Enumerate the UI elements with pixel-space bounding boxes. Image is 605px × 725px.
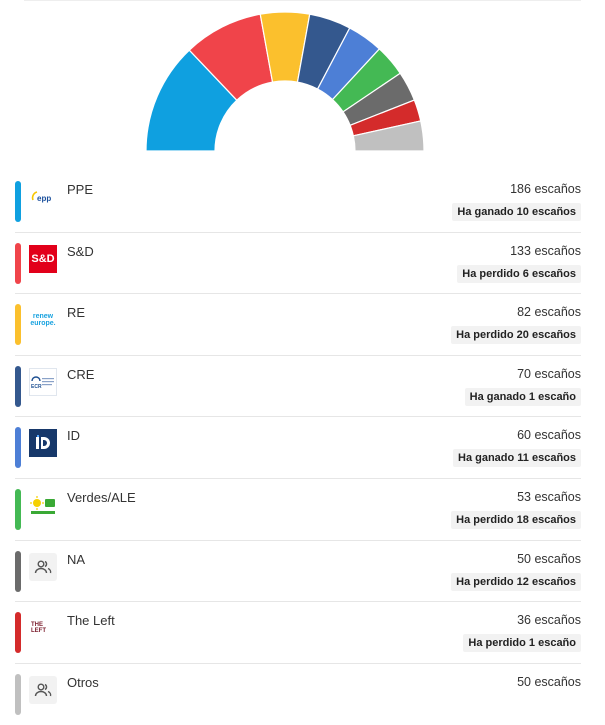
seat-change-badge: Ha ganado 11 escaños — [453, 449, 581, 468]
party-name: ID — [67, 428, 80, 444]
people-icon — [29, 675, 57, 704]
seat-change-badge: Ha perdido 20 escaños — [451, 326, 581, 345]
top-divider — [24, 0, 581, 1]
seat-change-badge: Ha ganado 10 escaños — [452, 203, 581, 221]
party-row-cre[interactable]: ECR CRE 70 escaños Ha ganado 1 escaño — [15, 356, 581, 418]
svg-text:epp: epp — [37, 194, 51, 203]
ecr-logo-text: ECR — [31, 384, 42, 390]
party-row-verdes-ale[interactable]: Verdes/ALE 53 escaños Ha perdido 18 esca… — [15, 479, 581, 541]
party-row-na[interactable]: NA 50 escaños Ha perdido 12 escaños — [15, 541, 581, 603]
party-name: NA — [67, 551, 86, 567]
sd-logo: S&D — [29, 244, 57, 273]
europe-logo-text: europe. — [30, 320, 56, 328]
party-color-bar — [15, 181, 21, 222]
seat-change-badge: Ha perdido 6 escaños — [457, 264, 581, 283]
renew-europe-logo: renew europe. — [29, 306, 57, 335]
party-row-ppe[interactable]: epp PPE 186 escaños Ha ganado 10 escaños — [15, 171, 581, 233]
seat-change-badge: Ha perdido 18 escaños — [451, 510, 581, 529]
hemicycle-slice-otros[interactable] — [352, 120, 425, 152]
party-name: S&D — [67, 243, 94, 259]
party-color-bar — [15, 673, 21, 715]
seat-count: 50 escaños — [517, 674, 581, 689]
party-color-bar — [15, 242, 21, 284]
seat-count: 50 escaños — [517, 551, 581, 566]
seat-count: 186 escaños — [510, 182, 581, 196]
party-color-bar — [15, 550, 21, 592]
party-name: CRE — [67, 366, 95, 382]
seat-change-badge: Ha perdido 12 escaños — [451, 572, 581, 591]
party-name: Otros — [67, 674, 99, 690]
sd-logo-text: S&D — [31, 252, 55, 265]
seat-count: 36 escaños — [517, 613, 581, 628]
party-color-bar — [15, 488, 21, 530]
party-name: Verdes/ALE — [67, 489, 136, 505]
party-name: The Left — [67, 613, 115, 629]
the-left-logo-text-2: LEFT — [31, 628, 46, 635]
party-name: PPE — [67, 182, 94, 197]
party-color-bar — [15, 612, 21, 654]
seat-count: 60 escaños — [517, 428, 581, 443]
party-name: RE — [67, 305, 86, 321]
party-row-sd[interactable]: S&D S&D 133 escaños Ha perdido 6 escaños — [15, 233, 581, 295]
the-left-logo: THE LEFT — [29, 614, 57, 643]
party-row-otros[interactable]: Otros 50 escaños — [15, 664, 581, 725]
party-row-the-left[interactable]: THE LEFT The Left 36 escaños Ha perdido … — [15, 602, 581, 664]
party-color-bar — [15, 427, 21, 469]
renew-logo-text: renew — [32, 313, 54, 321]
people-icon — [29, 552, 57, 581]
seat-change-badge: Ha ganado 1 escaño — [464, 387, 581, 406]
party-color-bar — [15, 365, 21, 407]
seat-change-badge: Ha perdido 1 escaño — [463, 634, 581, 653]
seat-count: 53 escaños — [517, 489, 581, 504]
party-row-id[interactable]: ID 60 escaños Ha ganado 11 escaños — [15, 417, 581, 479]
party-row-re[interactable]: renew europe. RE 82 escaños Ha perdido 2… — [15, 294, 581, 356]
seat-count: 133 escaños — [510, 243, 581, 258]
party-color-bar — [15, 304, 21, 346]
greens-logo — [29, 490, 57, 519]
id-logo — [29, 429, 57, 458]
the-left-logo-text-1: THE — [31, 622, 43, 629]
party-list: epp PPE 186 escaños Ha ganado 10 escaños… — [15, 171, 581, 725]
seat-count: 70 escaños — [517, 366, 581, 381]
seat-count: 82 escaños — [517, 305, 581, 320]
ecr-logo: ECR — [29, 367, 57, 396]
hemicycle-chart — [145, 11, 425, 152]
epp-logo: epp — [29, 183, 57, 211]
